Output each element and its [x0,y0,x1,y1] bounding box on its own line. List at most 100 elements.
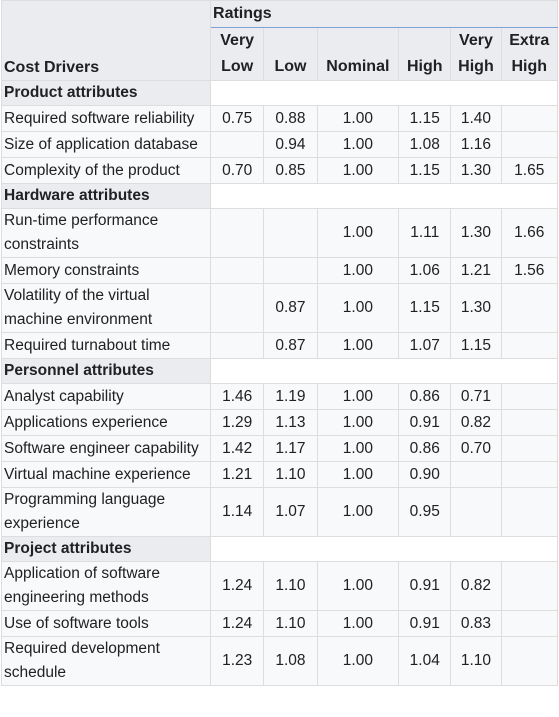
rating-value: 1.46 [210,383,265,410]
rating-value: 1.15 [398,283,452,333]
rating-value: 1.42 [210,435,265,462]
rating-value: 0.86 [398,383,452,410]
rating-value [500,561,559,611]
rating-value [210,208,265,258]
rating-value [500,435,559,462]
cost-driver-name: Run-time performance constraints [0,208,212,258]
rating-value [263,208,318,258]
rating-value: 0.86 [398,435,452,462]
rating-column-header: Very High [450,27,502,81]
table-row: Complexity of the product 0.70 0.85 1.00 1.1… [0,157,559,184]
rating-value: 1.15 [398,105,452,132]
rating-value: 1.07 [263,487,318,537]
rating-value: 1.00 [316,487,400,537]
ratings-header: Ratings [210,0,558,28]
rating-value: 1.00 [316,461,400,488]
rating-value: 1.10 [263,610,318,637]
cost-driver-name: Software engineer capability [0,435,212,462]
rating-value [500,283,559,333]
group-header-row: Product attributes [0,80,558,106]
cost-drivers-header: Cost Drivers [0,0,212,81]
table-row: Memory constraints 1.00 1.06 1.21 1.56 [0,257,559,284]
rating-value: 1.40 [450,105,502,132]
rating-column-header-line2: Low [221,58,254,75]
table-row: Volatility of the virtual machine enviro… [0,283,559,333]
cost-driver-name: Required turnabout time [0,332,212,359]
rating-value: 1.00 [316,131,400,158]
rating-value: 1.56 [500,257,559,284]
cost-driver-name: Required development schedule [0,636,212,686]
rating-value [500,105,559,132]
rating-value: 1.16 [450,131,502,158]
rating-value: 1.66 [500,208,559,258]
rating-value: 1.00 [316,283,400,333]
rating-value: 1.11 [398,208,452,258]
rating-value: 0.83 [450,610,502,637]
rating-value: 0.70 [450,435,502,462]
rating-value [500,332,559,359]
rating-value: 0.94 [263,131,318,158]
rating-value: 0.75 [210,105,265,132]
rating-value [500,487,559,537]
rating-value: 1.10 [263,561,318,611]
rating-value: 0.95 [398,487,452,537]
rating-value: 1.24 [210,561,265,611]
rating-value [500,636,559,686]
table-row: Analyst capability 1.46 1.19 1.00 0.86 0.71 [0,383,559,410]
cost-driver-name: Volatility of the virtual machine enviro… [0,283,212,333]
rating-column-header-line2: High [458,58,494,75]
cost-driver-name: Complexity of the product [0,157,212,184]
rating-value: 0.85 [263,157,318,184]
rating-value: 1.00 [316,208,400,258]
rating-value [210,257,265,284]
rating-column-header: High [398,27,452,81]
rating-value: 0.87 [263,332,318,359]
table-row: Virtual machine experience 1.21 1.10 1.00 0.… [0,461,559,488]
rating-column-header-line2: High [406,58,443,75]
rating-value: 1.04 [398,636,452,686]
rating-value: 1.00 [316,636,400,686]
rating-column-header-line2: Low [274,58,307,75]
rating-value: 1.00 [316,157,400,184]
rating-value: 1.15 [398,157,452,184]
cost-driver-name: Memory constraints [0,257,212,284]
rating-value: 1.24 [210,610,265,637]
rating-value: 0.87 [263,283,318,333]
rating-column-header: Nominal [316,27,400,81]
rating-value: 0.82 [450,409,502,436]
rating-value [500,383,559,410]
rating-value: 1.15 [450,332,502,359]
rating-value: 1.14 [210,487,265,537]
rating-value [500,131,559,158]
rating-value: 1.19 [263,383,318,410]
rating-value: 1.30 [450,283,502,333]
rating-value [500,409,559,436]
group-header-spacer [210,358,558,384]
group-title: Personnel attributes [0,358,212,384]
rating-value: 0.88 [263,105,318,132]
table-row: Software engineer capability 1.42 1.17 1.00… [0,435,559,462]
rating-value: 1.29 [210,409,265,436]
cost-driver-name: Required software reliability [0,105,212,132]
group-header-row: Personnel attributes [0,358,558,384]
rating-value: 1.21 [210,461,265,488]
rating-value: 1.00 [316,435,400,462]
rating-value: 1.00 [316,610,400,637]
group-header-spacer [210,80,558,106]
rating-value: 0.71 [450,383,502,410]
rating-value: 0.90 [398,461,452,488]
rating-value [263,257,318,284]
rating-value: 0.82 [450,561,502,611]
rating-value [450,461,502,488]
rating-value: 1.00 [316,383,400,410]
table-row: Programming language experience 1.14 1.07 1… [0,487,559,537]
table-row: Use of software tools 1.24 1.10 1.00 0.91 0.8… [0,610,559,637]
group-title: Project attributes [0,536,212,562]
rating-column-header: Extra High [500,27,559,81]
table-header: Cost Drivers Ratings Very Low Low Nominal Hi… [0,0,559,81]
table-row: Application of software engineering meth… [0,561,559,611]
rating-value: 1.08 [398,131,452,158]
rating-value [500,610,559,637]
rating-value: 1.13 [263,409,318,436]
rating-value: 1.00 [316,257,400,284]
